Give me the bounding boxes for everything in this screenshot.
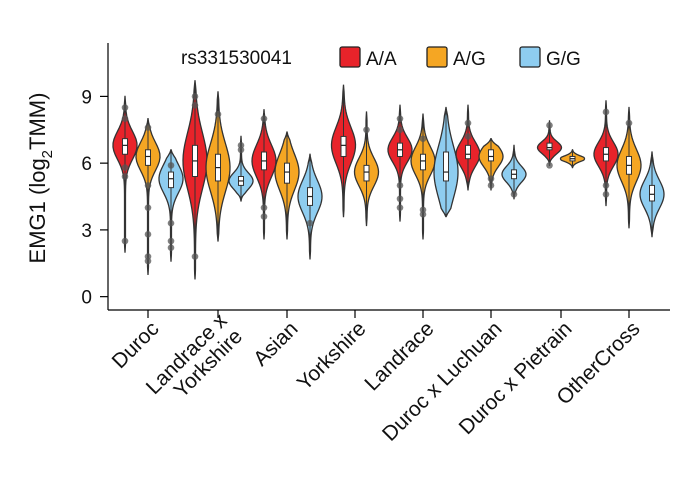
outlier-point — [546, 122, 553, 129]
quartile-box — [546, 142, 553, 151]
outlier-point — [602, 182, 610, 189]
outlier-point — [260, 115, 268, 122]
outlier-point — [167, 244, 175, 251]
outlier-point — [396, 195, 404, 203]
outlier-point — [396, 126, 404, 134]
legend-swatch — [426, 46, 448, 68]
quartile-box — [145, 149, 151, 166]
outlier-point — [121, 104, 129, 111]
category-label: Landrace xYorkshire — [142, 309, 248, 415]
legend-label: A/G — [453, 49, 486, 70]
outlier-point — [602, 191, 610, 198]
outlier-point — [464, 119, 472, 127]
outlier-point — [260, 204, 268, 211]
outlier-point — [191, 93, 199, 100]
outlier-point — [306, 219, 314, 227]
outlier-point — [121, 164, 129, 171]
category-label: Yorkshire — [293, 317, 371, 395]
outlier-point — [546, 162, 553, 169]
legend-label: A/A — [366, 49, 397, 70]
y-tick-label: 6 — [81, 154, 92, 175]
outlier-point — [396, 204, 404, 211]
quartile-box — [284, 162, 290, 184]
outlier-point — [121, 237, 129, 245]
outlier-point — [167, 162, 175, 169]
outlier-point — [602, 108, 610, 116]
outlier-point — [214, 110, 222, 118]
legend-swatch — [339, 46, 361, 68]
category-label: Duroc — [108, 317, 164, 373]
outlier-point — [167, 237, 175, 245]
quartile-box — [420, 153, 426, 171]
outlier-point — [396, 182, 404, 189]
legend-swatch — [519, 46, 541, 68]
y-tick-label: 0 — [81, 288, 92, 309]
quartile-box — [122, 138, 128, 155]
outlier-point — [191, 102, 199, 109]
category-label: Asian — [249, 317, 302, 370]
quartile-box — [649, 184, 655, 202]
outlier-point — [487, 175, 495, 183]
outlier-point — [487, 182, 495, 189]
quartile-box — [465, 144, 471, 160]
quartile-box — [488, 149, 494, 162]
outlier-point — [419, 135, 427, 142]
legend-label: G/G — [546, 49, 581, 70]
outlier-point — [396, 115, 404, 122]
y-tick-label: 3 — [81, 221, 92, 242]
outlier-point — [464, 133, 472, 140]
category-label: Duroc x Luchuan — [378, 317, 507, 446]
y-axis: 0 3 6 9 — [81, 43, 109, 310]
quartile-box — [443, 151, 449, 182]
outlier-point — [144, 253, 152, 260]
outlier-point — [237, 146, 245, 154]
outlier-point — [121, 173, 129, 180]
outlier-point — [191, 253, 199, 260]
outlier-point — [121, 115, 129, 122]
legend: rs331530041 A/A A/G G/G — [181, 46, 581, 70]
outlier-point — [144, 231, 152, 238]
outlier-point — [144, 204, 152, 211]
legend-title: rs331530041 — [181, 48, 292, 69]
quartile-box — [340, 135, 347, 157]
outlier-point — [144, 124, 152, 131]
outlier-point — [260, 213, 268, 220]
outlier-point — [144, 182, 152, 189]
violins — [112, 80, 665, 280]
outlier-point — [167, 219, 175, 227]
x-axis — [108, 309, 670, 318]
outlier-point — [510, 191, 518, 198]
y-axis-label: EMG1 (log2TMM) — [25, 93, 56, 264]
quartile-box — [363, 164, 370, 182]
outlier-point — [363, 126, 370, 134]
outlier-point — [625, 119, 633, 127]
y-tick-label: 9 — [81, 87, 92, 108]
outlier-point — [419, 206, 427, 214]
quartile-box — [168, 171, 174, 189]
